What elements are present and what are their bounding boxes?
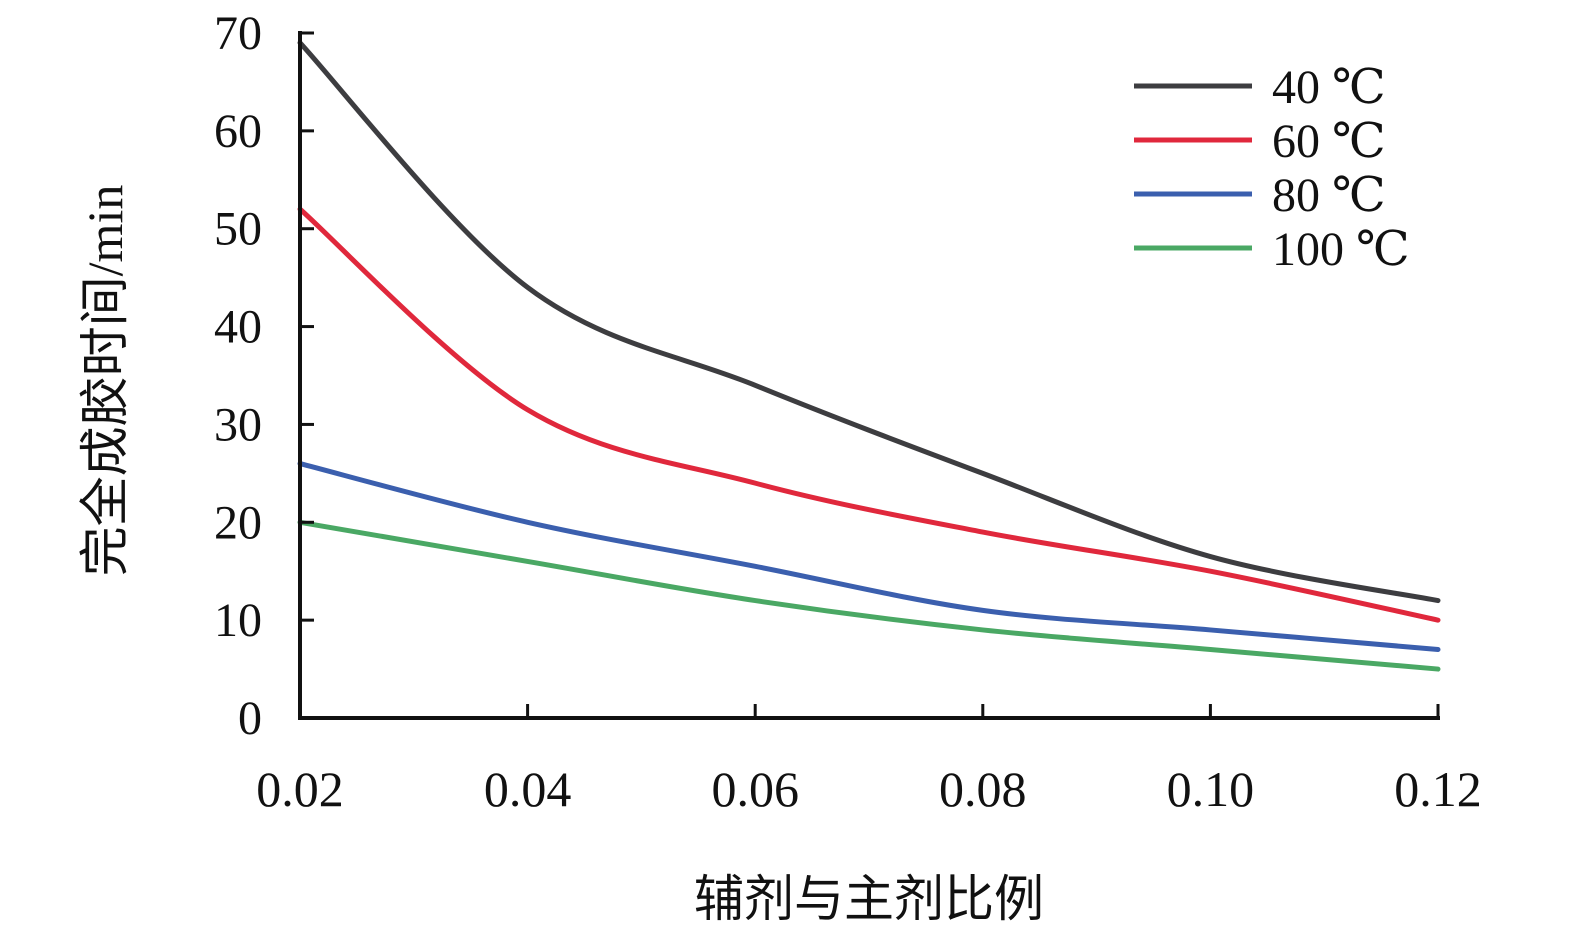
x-tick-label: 0.08: [939, 761, 1027, 817]
axes: [298, 31, 1440, 720]
y-tick-label: 0: [238, 692, 262, 745]
legend-label-2: 60 ℃: [1272, 115, 1386, 168]
legend-label-4: 100 ℃: [1272, 223, 1410, 276]
y-tick-label: 70: [214, 7, 262, 60]
x-ticks: 0.02 0.04 0.06 0.08 0.10 0.12: [256, 704, 1482, 817]
y-tick-label: 10: [214, 594, 262, 647]
legend-label-3: 80 ℃: [1272, 169, 1386, 222]
x-axis-title: 辅剂与主剂比例: [694, 871, 1044, 927]
series-line-2: [297, 206, 1441, 623]
series-line-3: [297, 461, 1441, 652]
series-line-4: [297, 519, 1441, 672]
x-tick-label: 0.10: [1167, 761, 1255, 817]
x-tick-label: 0.04: [484, 761, 572, 817]
legend-label-1: 40 ℃: [1272, 61, 1386, 114]
plot-lines: [297, 40, 1441, 672]
x-tick-label: 0.06: [711, 761, 799, 817]
y-axis-title: 完全成胶时间/min: [77, 185, 133, 577]
series-line-1: [297, 40, 1441, 604]
y-tick-label: 20: [214, 496, 262, 549]
y-tick-label: 30: [214, 398, 262, 451]
x-tick-label: 0.12: [1394, 761, 1482, 817]
y-tick-label: 40: [214, 301, 262, 354]
y-tick-label: 60: [214, 105, 262, 158]
x-tick-label: 0.02: [256, 761, 344, 817]
y-tick-label: 50: [214, 203, 262, 256]
y-ticks: 0 10 20 30 40 50 60 70: [214, 7, 314, 745]
